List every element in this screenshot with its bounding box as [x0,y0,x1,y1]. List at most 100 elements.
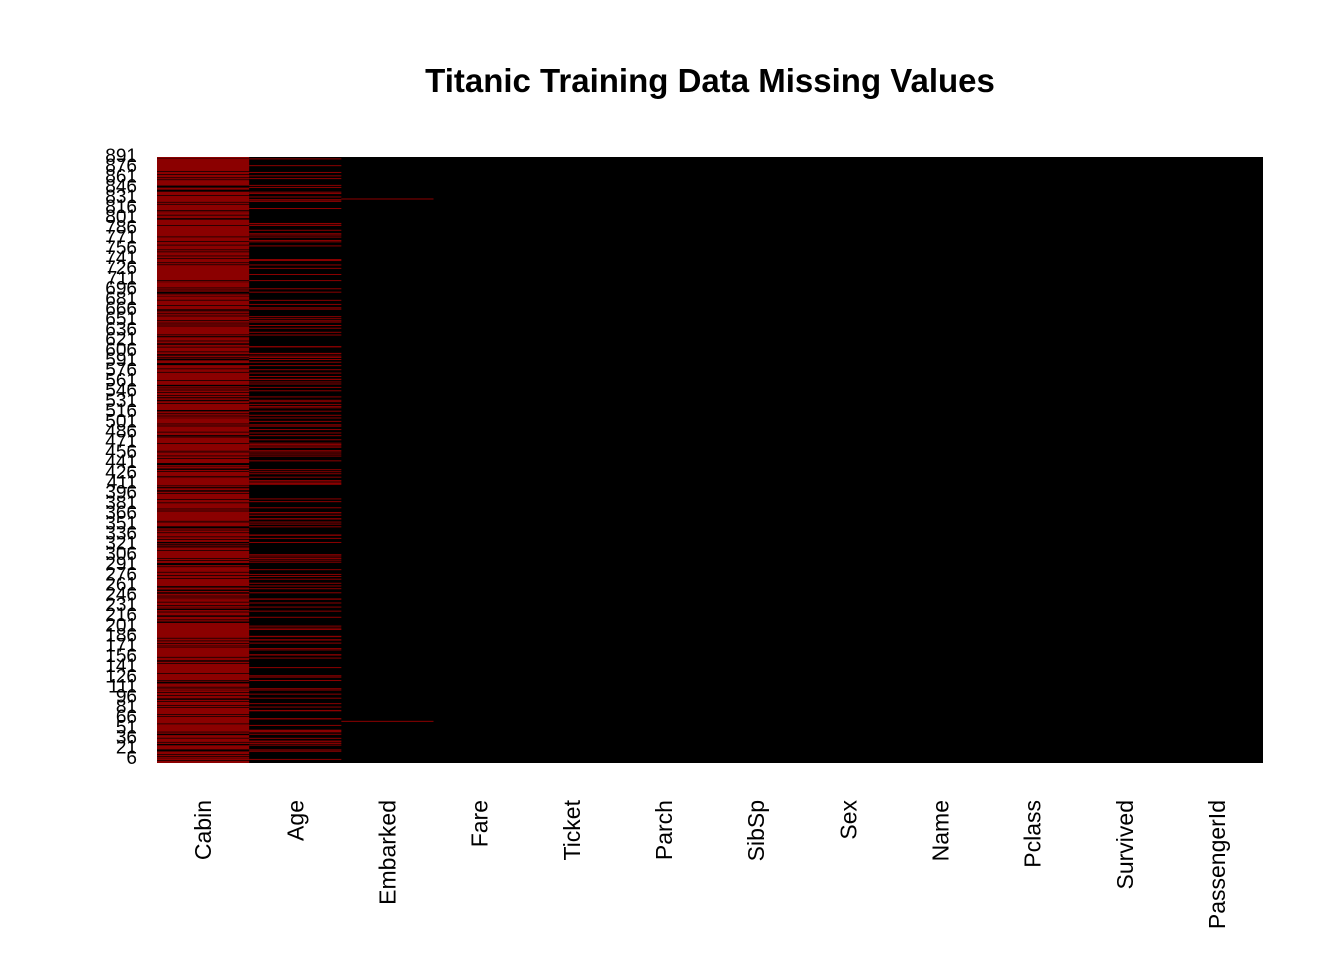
missing-cell-cabin [157,250,250,252]
missing-cell-cabin [157,360,250,364]
missing-cell-cabin [157,611,250,613]
missing-cell-cabin [157,418,250,424]
missing-cell-age [249,442,342,444]
y-tick-label: 246 [105,585,137,606]
missing-cell-age [249,680,342,682]
y-tick-label: 801 [105,207,137,228]
y-tick-label: 501 [105,411,137,432]
missing-cell-cabin [157,714,250,717]
missing-cell-age [249,308,342,310]
missing-cell-cabin [157,528,250,530]
x-tick-label-pclass: Pclass [1020,800,1046,868]
missing-cell-age [249,439,342,441]
missing-cell-age [249,171,342,173]
missing-cell-age [249,476,342,478]
missing-cell-age [249,537,342,539]
missing-cell-cabin [157,488,250,491]
missing-cell-cabin [157,478,250,486]
missing-cell-age [249,158,342,160]
missing-cell-age [249,598,342,600]
missing-cell-cabin [157,259,250,263]
missing-cell-age [249,233,342,235]
missing-cell-age [249,559,342,561]
missing-cell-cabin [157,590,250,593]
y-tick-label: 216 [105,605,137,626]
missing-cell-cabin [157,437,250,444]
missing-cell-age [249,165,342,167]
missing-cell-cabin [157,760,250,763]
missing-cell-cabin [157,178,250,180]
missing-cell-age [249,417,342,419]
y-tick-label: 6 [126,748,137,769]
missing-cell-age [249,498,342,500]
missing-cell-cabin [157,416,250,418]
missing-cell-cabin [157,593,250,596]
missing-cell-cabin [157,599,250,602]
missing-cell-cabin [157,458,250,464]
missing-cell-cabin [157,380,250,385]
missing-cell-cabin [157,533,250,537]
missing-cell-cabin [157,322,250,324]
missing-cell-age [249,435,342,437]
y-tick-label: 51 [116,717,137,738]
missing-cell-age [249,718,342,720]
missing-cell-cabin [157,305,250,310]
missing-cell-age [249,390,342,392]
missing-cell-cabin [157,641,250,644]
missing-cell-age [249,648,342,650]
missing-cell-cabin [157,452,250,456]
missing-cell-cabin [157,471,250,476]
y-tick-label: 351 [105,513,137,534]
missing-cell-cabin [157,390,250,393]
missing-cell-cabin [157,735,250,738]
missing-cell-age [249,455,342,457]
missing-cell-cabin [157,575,250,579]
missing-cell-cabin [157,157,250,158]
x-tick-label-survived: Survived [1112,800,1138,889]
missing-cell-cabin [157,280,250,282]
missing-cell-age [249,361,342,363]
y-tick-label: 291 [105,554,137,575]
missing-cell-age [249,610,342,612]
y-tick-label: 531 [105,391,137,412]
y-tick-label: 786 [105,217,137,238]
missing-cell-age [249,259,342,262]
x-tick-label-age: Age [282,800,308,841]
missing-cell-age [249,396,342,398]
missing-cell-cabin [157,567,250,572]
missing-cell-cabin [157,195,250,202]
missing-cell-cabin [157,537,250,540]
missing-cell-age [249,381,342,383]
missing-cell-age [249,521,342,523]
missing-cell-age [249,460,342,462]
y-tick-label: 576 [105,360,137,381]
missing-cell-age [249,414,342,416]
missing-cell-age [249,356,342,358]
y-tick-label: 126 [105,666,137,687]
y-tick-label: 396 [105,483,137,504]
missing-cell-cabin [157,545,250,547]
missing-cell-age [249,451,342,453]
missing-cell-age [249,199,342,201]
missing-cell-age [249,239,342,241]
missing-cell-age [249,616,342,618]
y-tick-label: 621 [105,330,137,351]
y-tick-label: 276 [105,564,137,585]
y-tick-label: 201 [105,615,137,636]
missing-cell-age [249,200,342,202]
missing-cell-age [249,657,342,659]
missing-cell-cabin [157,716,250,724]
missing-cell-age [249,481,342,483]
missing-cell-cabin [157,312,250,314]
plot-area [157,157,1263,763]
missing-cell-age [249,291,342,293]
missing-cell-age [249,407,342,409]
chart-title: Titanic Training Data Missing Values [425,62,995,99]
missing-cell-cabin [157,265,250,281]
missing-cell-cabin [157,401,250,404]
missing-cell-age [249,534,342,536]
missing-cell-cabin [157,558,250,561]
missing-cell-age [249,355,342,357]
missing-cell-age [249,733,342,735]
missing-cell-cabin [157,503,250,509]
